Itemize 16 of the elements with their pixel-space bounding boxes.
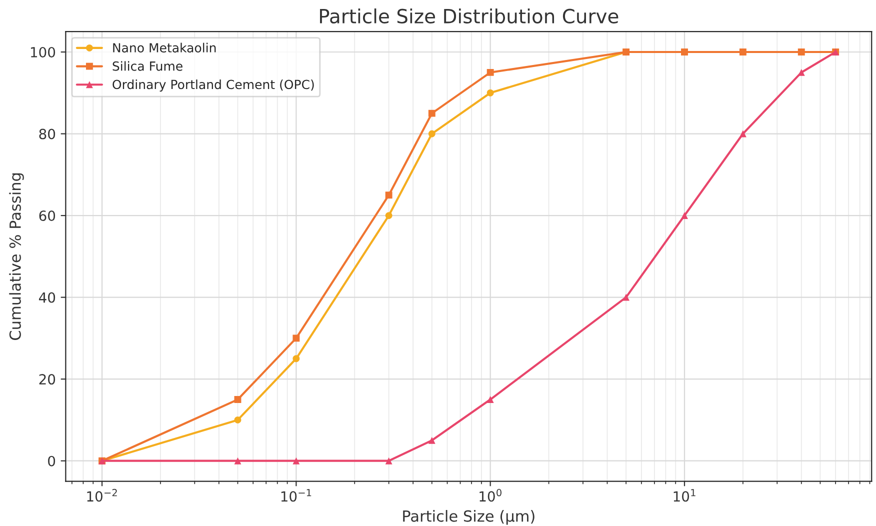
- x-tick-label: 10$^{1}$: [674, 489, 696, 502]
- y-tick-label: 60: [39, 210, 56, 222]
- x-axis-title: Particle Size (μm): [403, 510, 534, 525]
- x-tick-label: 10$^{0}$: [480, 488, 502, 502]
- y-tick-label: 0: [48, 456, 56, 466]
- y-axis-title: Cumulative % Passing: [9, 173, 24, 340]
- y-tick-label: 100: [30, 46, 56, 58]
- y-tick-label: 20: [39, 374, 56, 385]
- y-tick-label: 40: [38, 292, 56, 303]
- legend-label: Silica Fume: [112, 61, 182, 71]
- legend-label: Nano Metakaolin: [113, 42, 216, 52]
- x-tick-label: 10$^{−2}$: [87, 488, 117, 502]
- legend-label: Ordinary Portland Cement (OPC): [112, 80, 314, 92]
- x-tick-label: 10$^{−1}$: [281, 489, 312, 502]
- y-tick-label: 80: [39, 128, 56, 140]
- chart-title: Particle Size Distribution Curve: [320, 8, 618, 24]
